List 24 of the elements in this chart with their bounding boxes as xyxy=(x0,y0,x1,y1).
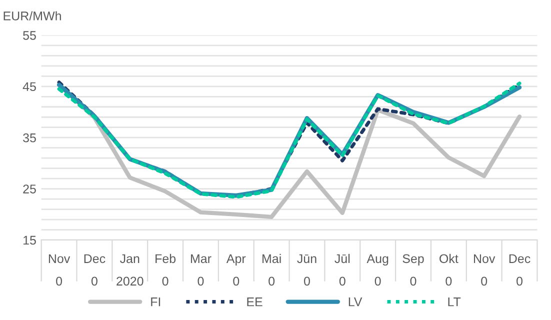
x-tick-label: Nov 0 xyxy=(474,254,496,286)
legend-label: FI xyxy=(151,298,160,306)
x-tick-label: Dec 0 xyxy=(509,254,530,286)
legend-label: EE xyxy=(247,298,262,306)
y-tick-label: 25 xyxy=(23,184,36,194)
x-tick-label: Aug 0 xyxy=(366,254,388,286)
x-tick-label: Jūn 0 xyxy=(297,254,316,286)
x-tick-label: Mar 0 xyxy=(190,254,212,286)
y-tick-label: 45 xyxy=(22,82,36,92)
x-tick-label: Dec 0 xyxy=(84,254,106,286)
x-tick-label: Apr 0 xyxy=(226,254,246,286)
legend-label: LT xyxy=(448,298,461,306)
x-tick-label: Mai 0 xyxy=(262,254,281,286)
legend-label: LV xyxy=(348,298,362,306)
x-tick-label: Jūl 0 xyxy=(334,254,350,286)
x-tick-label: Nov 0 xyxy=(48,254,70,286)
x-tick-label: Okt 0 xyxy=(440,254,458,286)
y-tick-label: 35 xyxy=(23,133,36,142)
y-axis-title: EUR/MWh xyxy=(4,11,61,20)
x-tick-label: Feb 0 xyxy=(156,254,176,286)
x-tick-label: Jan 2020 xyxy=(116,254,144,286)
y-tick-label: 55 xyxy=(23,31,36,40)
x-tick-label: Sep 0 xyxy=(402,254,424,286)
y-tick-label: 15 xyxy=(24,236,36,245)
